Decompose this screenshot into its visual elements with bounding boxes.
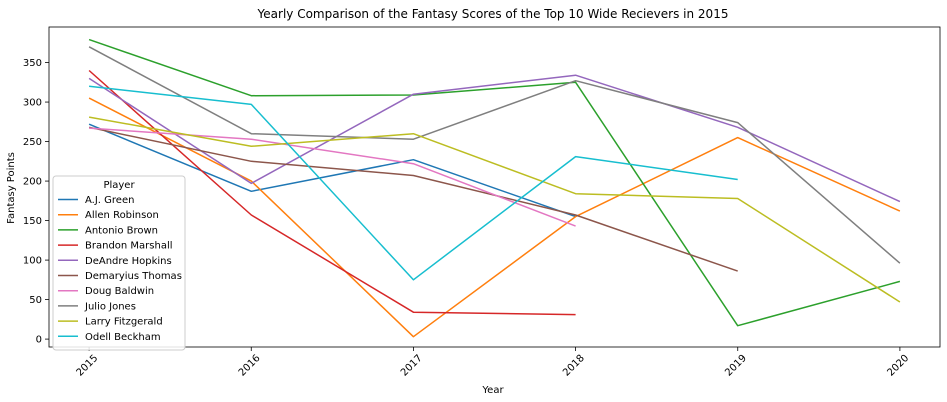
y-tick-label: 150 (23, 216, 42, 227)
legend-entry: Allen Robinson (85, 210, 159, 221)
legend-entry: Julio Jones (84, 301, 136, 312)
legend-entry: Demaryius Thomas (85, 271, 182, 282)
series-line-a-j-green (88, 123, 576, 218)
series-line-demaryius-thomas (88, 126, 738, 272)
y-tick-label: 50 (29, 295, 42, 306)
x-tick-label: 2018 (561, 353, 587, 379)
y-axis-label: Fantasy Points (6, 152, 17, 224)
legend-entry: A.J. Green (85, 195, 134, 206)
series-line-doug-baldwin (89, 127, 576, 227)
legend-entry: Brandon Marshall (85, 241, 173, 252)
legend-entry: DeAndre Hopkins (85, 256, 172, 267)
legend-box (52, 175, 186, 351)
y-tick-label: 100 (23, 256, 42, 267)
legend-entry: Doug Baldwin (85, 286, 154, 297)
x-tick-label: 2016 (237, 353, 263, 379)
x-axis: 2015 2016 2017 2018 2019 2020 (75, 347, 911, 379)
series-line-deandre-hopkins (88, 74, 901, 203)
x-tick-label: 2017 (399, 353, 425, 379)
series-line-allen-robinson (88, 97, 901, 338)
legend-entry: Odell Beckham (85, 332, 161, 343)
series-line-antonio-brown (88, 38, 901, 327)
y-tick-label: 200 (23, 177, 42, 188)
y-tick-label: 0 (36, 335, 42, 346)
x-tick-label: 2015 (75, 353, 101, 379)
plot-area (48, 26, 941, 348)
series-line-odell-beckham (89, 85, 738, 281)
x-axis-label: Year (481, 385, 504, 396)
series-lines (88, 38, 901, 338)
y-tick-label: 300 (23, 98, 42, 109)
plot-frame (48, 26, 941, 348)
legend: Player A.J. Green Allen Robinson Antonio Br… (52, 175, 186, 351)
x-tick-label: 2020 (885, 353, 911, 379)
legend-entry: Larry Fitzgerald (85, 317, 163, 328)
series-line-julio-jones (88, 46, 901, 264)
y-tick-label: 350 (23, 58, 42, 69)
y-tick-label: 250 (23, 137, 42, 148)
x-tick-label: 2019 (723, 353, 749, 379)
legend-entry: Antonio Brown (85, 225, 158, 236)
series-line-larry-fitzgerald (88, 116, 901, 303)
y-axis: 0 50 100 150 200 250 300 350 (23, 58, 49, 346)
chart-title: Yearly Comparison of the Fantasy Scores … (257, 7, 729, 21)
legend-title: Player (103, 180, 135, 191)
series-line-brandon-marshall (88, 69, 576, 316)
